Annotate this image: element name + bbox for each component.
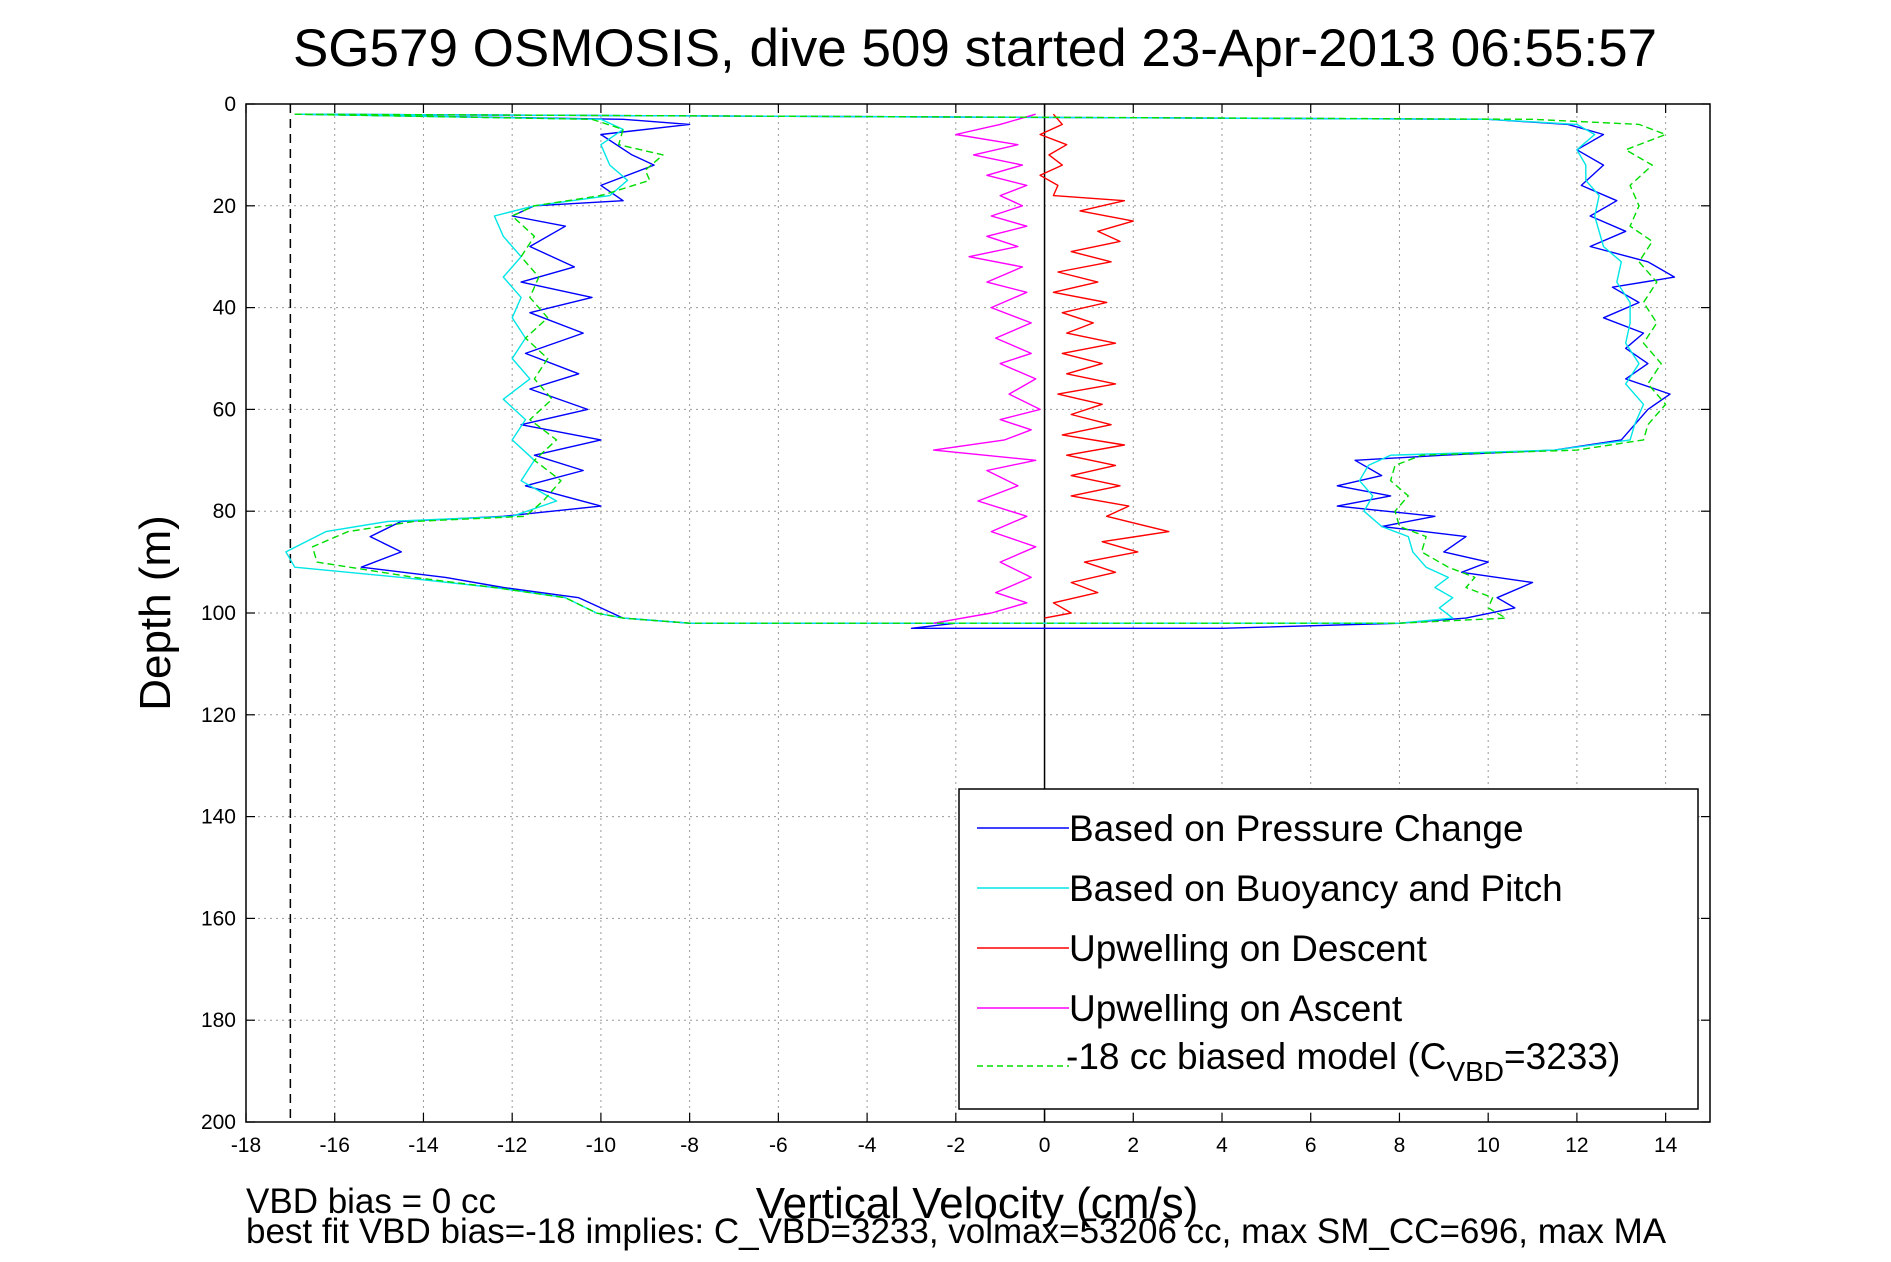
y-tick-label: 140 [201,806,236,829]
y-tick-label: 60 [213,398,236,421]
x-tick-label: 0 [1039,1134,1051,1157]
x-tick-label: -12 [497,1134,527,1157]
x-axis-ticks: -18 -16 -14 -12 -10 -8 -6 -4 -2 0 2 4 6 8 10 12 14 [231,104,1678,1157]
y-tick-label: 80 [213,500,236,523]
legend-label-buoyancy: Based on Buoyancy and Pitch [1069,868,1563,909]
legend-label-model: -18 cc biased model (CVBD=3233) [1066,1036,1620,1087]
y-tick-label: 160 [201,907,236,930]
y-tick-label: 200 [201,1111,236,1134]
legend: Based on Pressure Change Based on Buoyan… [958,788,1699,1110]
y-tick-label: 0 [224,93,236,116]
x-tick-label: 14 [1654,1134,1678,1157]
x-tick-label: -16 [320,1134,350,1157]
y-tick-label: 180 [201,1009,236,1032]
x-axis-label: Vertical Velocity (cm/s) [756,1179,1199,1228]
legend-label-ascent: Upwelling on Ascent [1069,988,1403,1029]
y-tick-label: 40 [213,297,236,320]
x-tick-label: -14 [408,1134,439,1157]
x-tick-label: -2 [946,1134,965,1157]
legend-label-descent: Upwelling on Descent [1069,928,1428,969]
footer-line-2: best fit VBD bias=-18 implies: C_VBD=323… [246,1212,1667,1251]
x-tick-label: -4 [858,1134,877,1157]
x-tick-label: -8 [680,1134,699,1157]
y-tick-label: 20 [213,195,236,218]
x-tick-label: 2 [1127,1134,1139,1157]
legend-label-model-suffix: =3233) [1504,1036,1620,1077]
y-axis-label: Depth (m) [131,515,180,711]
series-line-3 [932,113,1041,624]
series-line-2 [1039,113,1170,619]
legend-label-pressure: Based on Pressure Change [1069,808,1524,849]
legend-box [958,788,1699,1110]
legend-label-model-prefix: -18 cc biased model (C [1066,1036,1446,1077]
chart-title: SG579 OSMOSIS, dive 509 started 23-Apr-2… [293,19,1657,78]
x-tick-label: -6 [769,1134,788,1157]
series-layer [285,113,1676,629]
x-tick-label: 8 [1394,1134,1406,1157]
y-tick-label: 120 [201,704,236,727]
y-axis-ticks: 0 20 40 60 80 100 120 140 160 180 200 [201,93,1710,1134]
x-tick-label: -10 [586,1134,616,1157]
series-line-4 [294,113,1667,624]
y-tick-label: 100 [201,602,236,625]
x-tick-label: -18 [231,1134,261,1157]
x-tick-label: 4 [1216,1134,1228,1157]
x-tick-label: 6 [1305,1134,1317,1157]
x-tick-label: 10 [1477,1134,1500,1157]
legend-label-model-subscript: VBD [1446,1056,1504,1087]
x-tick-label: 12 [1565,1134,1588,1157]
series-line-1 [285,113,1645,624]
footer-line-1: VBD bias = 0 cc [246,1182,496,1221]
